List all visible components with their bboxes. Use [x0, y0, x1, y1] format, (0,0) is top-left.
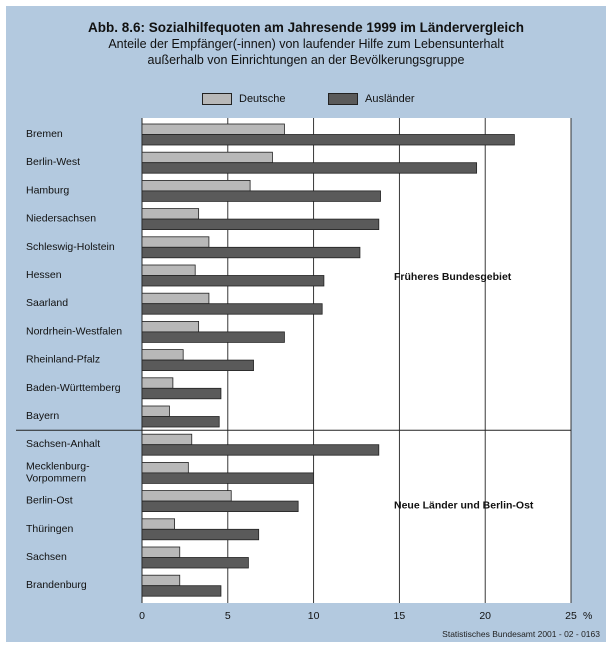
group-label-1: Neue Länder und Berlin-Ost: [394, 499, 534, 511]
category-label-niedersachsen: Niedersachsen: [26, 213, 96, 225]
x-tick-label-15: 15: [394, 610, 406, 622]
x-tick-label-10: 10: [308, 610, 320, 622]
bar-auslaender-hessen: [141, 275, 325, 287]
bar-auslaender-berlin-west: [141, 162, 478, 174]
category-label-sachsen: Sachsen: [26, 551, 67, 563]
category-label-hessen: Hessen: [26, 269, 62, 281]
category-label-hamburg: Hamburg: [26, 184, 69, 196]
bar-auslaender-bremen: [141, 134, 515, 146]
bar-auslaender-sachsen-anhalt: [141, 444, 380, 456]
source-note: Statistisches Bundesamt 2001 - 02 - 0163: [442, 629, 600, 639]
bar-deutsche-niedersachsen: [141, 208, 200, 220]
legend-swatch-deutsche: [202, 93, 232, 105]
x-unit-label: %: [583, 610, 592, 622]
legend-label-deutsche: Deutsche: [239, 93, 286, 105]
category-label-rheinland-pfalz: Rheinland-Pfalz: [26, 354, 100, 366]
bar-deutsche-thüringen: [141, 518, 176, 530]
x-tick-label-20: 20: [479, 610, 491, 622]
category-label-sachsen-anhalt: Sachsen-Anhalt: [26, 438, 100, 450]
bar-auslaender-hamburg: [141, 190, 381, 202]
bar-auslaender-niedersachsen: [141, 218, 380, 231]
chart-subtitle-line-2: außerhalb von Einrichtungen an der Bevöl…: [147, 53, 465, 67]
bar-deutsche-rheinland-pfalz: [141, 349, 184, 361]
bar-deutsche-hamburg: [141, 179, 251, 192]
x-tick-label-5: 5: [225, 610, 231, 622]
bar-deutsche-bayern: [141, 405, 170, 417]
chart-frame: Abb. 8.6: Sozialhilfequoten am Jahresend…: [6, 6, 606, 642]
bar-deutsche-schleswig-holstein: [141, 236, 210, 248]
category-label-berlin-west: Berlin-West: [26, 156, 80, 168]
bar-auslaender-sachsen: [141, 557, 249, 569]
bar-deutsche-berlin-west: [141, 151, 273, 164]
group-label-0: Früheres Bundesgebiet: [394, 271, 512, 283]
bar-deutsche-brandenburg: [141, 574, 181, 587]
bar-deutsche-sachsen: [141, 546, 181, 558]
category-label-saarland: Saarland: [26, 297, 68, 309]
legend-item-auslaender: Ausländer: [328, 92, 415, 106]
bar-auslaender-mecklenburg-vorpommern: [141, 472, 315, 484]
bar-deutsche-berlin-ost: [141, 490, 232, 502]
bar-deutsche-nordrhein-westfalen: [141, 320, 200, 333]
category-label-thüringen: Thüringen: [26, 523, 73, 535]
category-label-mecklenburg-vorpommern: Mecklenburg-Vorpommern: [26, 460, 90, 484]
x-tick-label-0: 0: [139, 610, 145, 622]
bar-deutsche-hessen: [141, 264, 196, 276]
legend-label-auslaender: Ausländer: [365, 93, 415, 105]
bar-deutsche-bremen: [141, 123, 285, 135]
bar-auslaender-bayern: [141, 416, 220, 428]
bar-deutsche-saarland: [141, 292, 210, 305]
bar-auslaender-saarland: [141, 303, 323, 315]
bar-chart: Bremen Berlin-West Hamburg Niedersachsen Sch…: [16, 118, 592, 622]
category-label-bremen: Bremen: [26, 128, 63, 140]
bar-auslaender-rheinland-pfalz: [141, 359, 254, 372]
category-label-brandenburg: Brandenburg: [26, 579, 87, 591]
bar-deutsche-baden-württemberg: [141, 377, 174, 389]
category-label-schleswig-holstein: Schleswig-Holstein: [26, 241, 115, 253]
bar-deutsche-mecklenburg-vorpommern: [141, 461, 189, 474]
chart-title: Abb. 8.6: Sozialhilfequoten am Jahresend…: [88, 20, 524, 35]
legend-swatch-auslaender: [328, 93, 358, 105]
bar-auslaender-baden-württemberg: [141, 387, 222, 400]
category-label-bayern: Bayern: [26, 410, 59, 422]
bar-auslaender-brandenburg: [141, 585, 222, 597]
category-label-berlin-ost: Berlin-Ost: [26, 495, 73, 507]
chart-subtitle-line-1: Anteile der Empfänger(-innen) von laufen…: [108, 37, 504, 51]
legend-item-deutsche: Deutsche: [202, 92, 285, 106]
category-label-baden-württemberg: Baden-Württemberg: [26, 382, 121, 394]
bar-auslaender-nordrhein-westfalen: [141, 331, 285, 343]
bar-deutsche-sachsen-anhalt: [141, 433, 193, 446]
category-label-nordrhein-westfalen: Nordrhein-Westfalen: [26, 325, 122, 337]
bar-auslaender-schleswig-holstein: [141, 246, 361, 259]
bar-auslaender-berlin-ost: [141, 500, 299, 513]
x-tick-label-25: 25: [565, 610, 577, 622]
bar-auslaender-thüringen: [141, 528, 260, 541]
